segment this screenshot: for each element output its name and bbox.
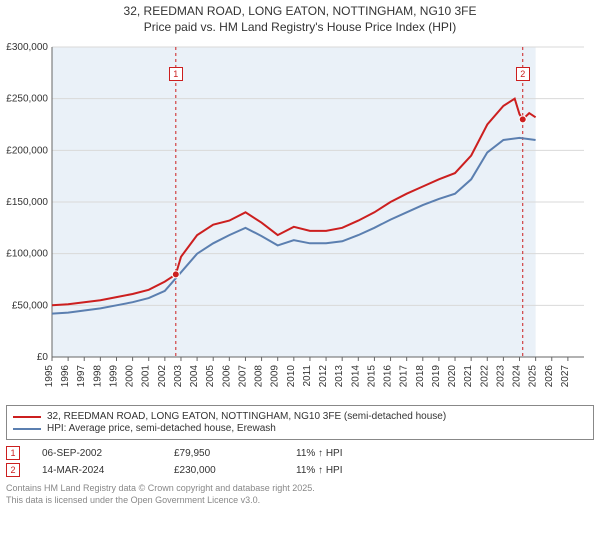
x-tick-label: 2005 <box>205 365 216 388</box>
x-tick-label: 2012 <box>318 365 329 388</box>
x-tick-label: 2001 <box>141 365 152 388</box>
x-tick-label: 2015 <box>366 365 377 388</box>
x-tick-label: 2011 <box>302 365 313 387</box>
attribution: Contains HM Land Registry data © Crown c… <box>6 483 594 506</box>
legend: 32, REEDMAN ROAD, LONG EATON, NOTTINGHAM… <box>6 405 594 440</box>
y-tick-label: £300,000 <box>6 42 48 53</box>
x-tick-label: 2025 <box>528 365 539 388</box>
x-tick-label: 1995 <box>44 365 55 388</box>
transaction-date: 06-SEP-2002 <box>42 448 152 459</box>
y-tick-label: £50,000 <box>12 301 49 312</box>
x-tick-label: 2019 <box>431 365 442 388</box>
y-tick-label: £100,000 <box>6 249 48 260</box>
transaction-price: £230,000 <box>174 465 274 476</box>
x-tick-label: 2004 <box>189 365 200 388</box>
x-tick-label: 2020 <box>447 365 458 388</box>
x-tick-label: 2009 <box>270 365 281 388</box>
chart-marker-badge: 1 <box>169 67 183 81</box>
legend-swatch <box>13 428 41 430</box>
transaction-delta: 11% ↑ HPI <box>296 448 343 459</box>
x-tick-label: 2003 <box>173 365 184 388</box>
x-tick-label: 2026 <box>544 365 555 388</box>
legend-swatch <box>13 416 41 418</box>
x-tick-label: 2022 <box>479 365 490 388</box>
x-tick-label: 2017 <box>399 365 410 388</box>
x-tick-label: 2000 <box>125 365 136 388</box>
chart-title-line2: Price paid vs. HM Land Registry's House … <box>6 20 594 36</box>
x-tick-label: 2002 <box>157 365 168 388</box>
y-tick-label: £200,000 <box>6 146 48 157</box>
x-tick-label: 2027 <box>560 365 571 388</box>
transaction-price: £79,950 <box>174 448 274 459</box>
x-tick-label: 2007 <box>237 365 248 388</box>
transaction-badge: 2 <box>6 463 20 477</box>
x-tick-label: 2023 <box>495 365 506 388</box>
y-tick-label: £250,000 <box>6 94 48 105</box>
x-tick-label: 2006 <box>221 365 232 388</box>
x-tick-label: 2013 <box>334 365 345 388</box>
x-tick-label: 2010 <box>286 365 297 388</box>
legend-label: HPI: Average price, semi-detached house,… <box>47 423 276 434</box>
transaction-row: 1 06-SEP-2002 £79,950 11% ↑ HPI <box>6 446 594 460</box>
x-tick-label: 2008 <box>254 365 265 388</box>
y-tick-label: £150,000 <box>6 197 48 208</box>
chart-marker-badge: 2 <box>516 67 530 81</box>
y-tick-label: £0 <box>37 352 49 363</box>
x-tick-label: 2014 <box>350 365 361 388</box>
transaction-date: 14-MAR-2024 <box>42 465 152 476</box>
x-tick-label: 2024 <box>512 365 523 388</box>
x-tick-label: 1996 <box>60 365 71 388</box>
transaction-badge: 1 <box>6 446 20 460</box>
transaction-table: 1 06-SEP-2002 £79,950 11% ↑ HPI 2 14-MAR-2024… <box>6 446 594 477</box>
price-chart: £0 £50,000 £100,000 £150,000 £200,000 £250,00… <box>6 39 594 399</box>
legend-label: 32, REEDMAN ROAD, LONG EATON, NOTTINGHAM… <box>47 411 446 422</box>
x-tick-label: 2021 <box>463 365 474 388</box>
x-tick-label: 2018 <box>415 365 426 388</box>
x-tick-label: 2016 <box>383 365 394 388</box>
attribution-line1: Contains HM Land Registry data © Crown c… <box>6 483 594 495</box>
legend-item: HPI: Average price, semi-detached house,… <box>13 423 587 434</box>
x-tick-label: 1998 <box>92 365 103 388</box>
legend-item: 32, REEDMAN ROAD, LONG EATON, NOTTINGHAM… <box>13 411 587 422</box>
x-tick-label: 1999 <box>108 365 119 388</box>
attribution-line2: This data is licensed under the Open Gov… <box>6 495 594 507</box>
transaction-delta: 11% ↑ HPI <box>296 465 343 476</box>
chart-title-line1: 32, REEDMAN ROAD, LONG EATON, NOTTINGHAM… <box>6 4 594 20</box>
transaction-row: 2 14-MAR-2024 £230,000 11% ↑ HPI <box>6 463 594 477</box>
x-tick-label: 1997 <box>76 365 87 388</box>
